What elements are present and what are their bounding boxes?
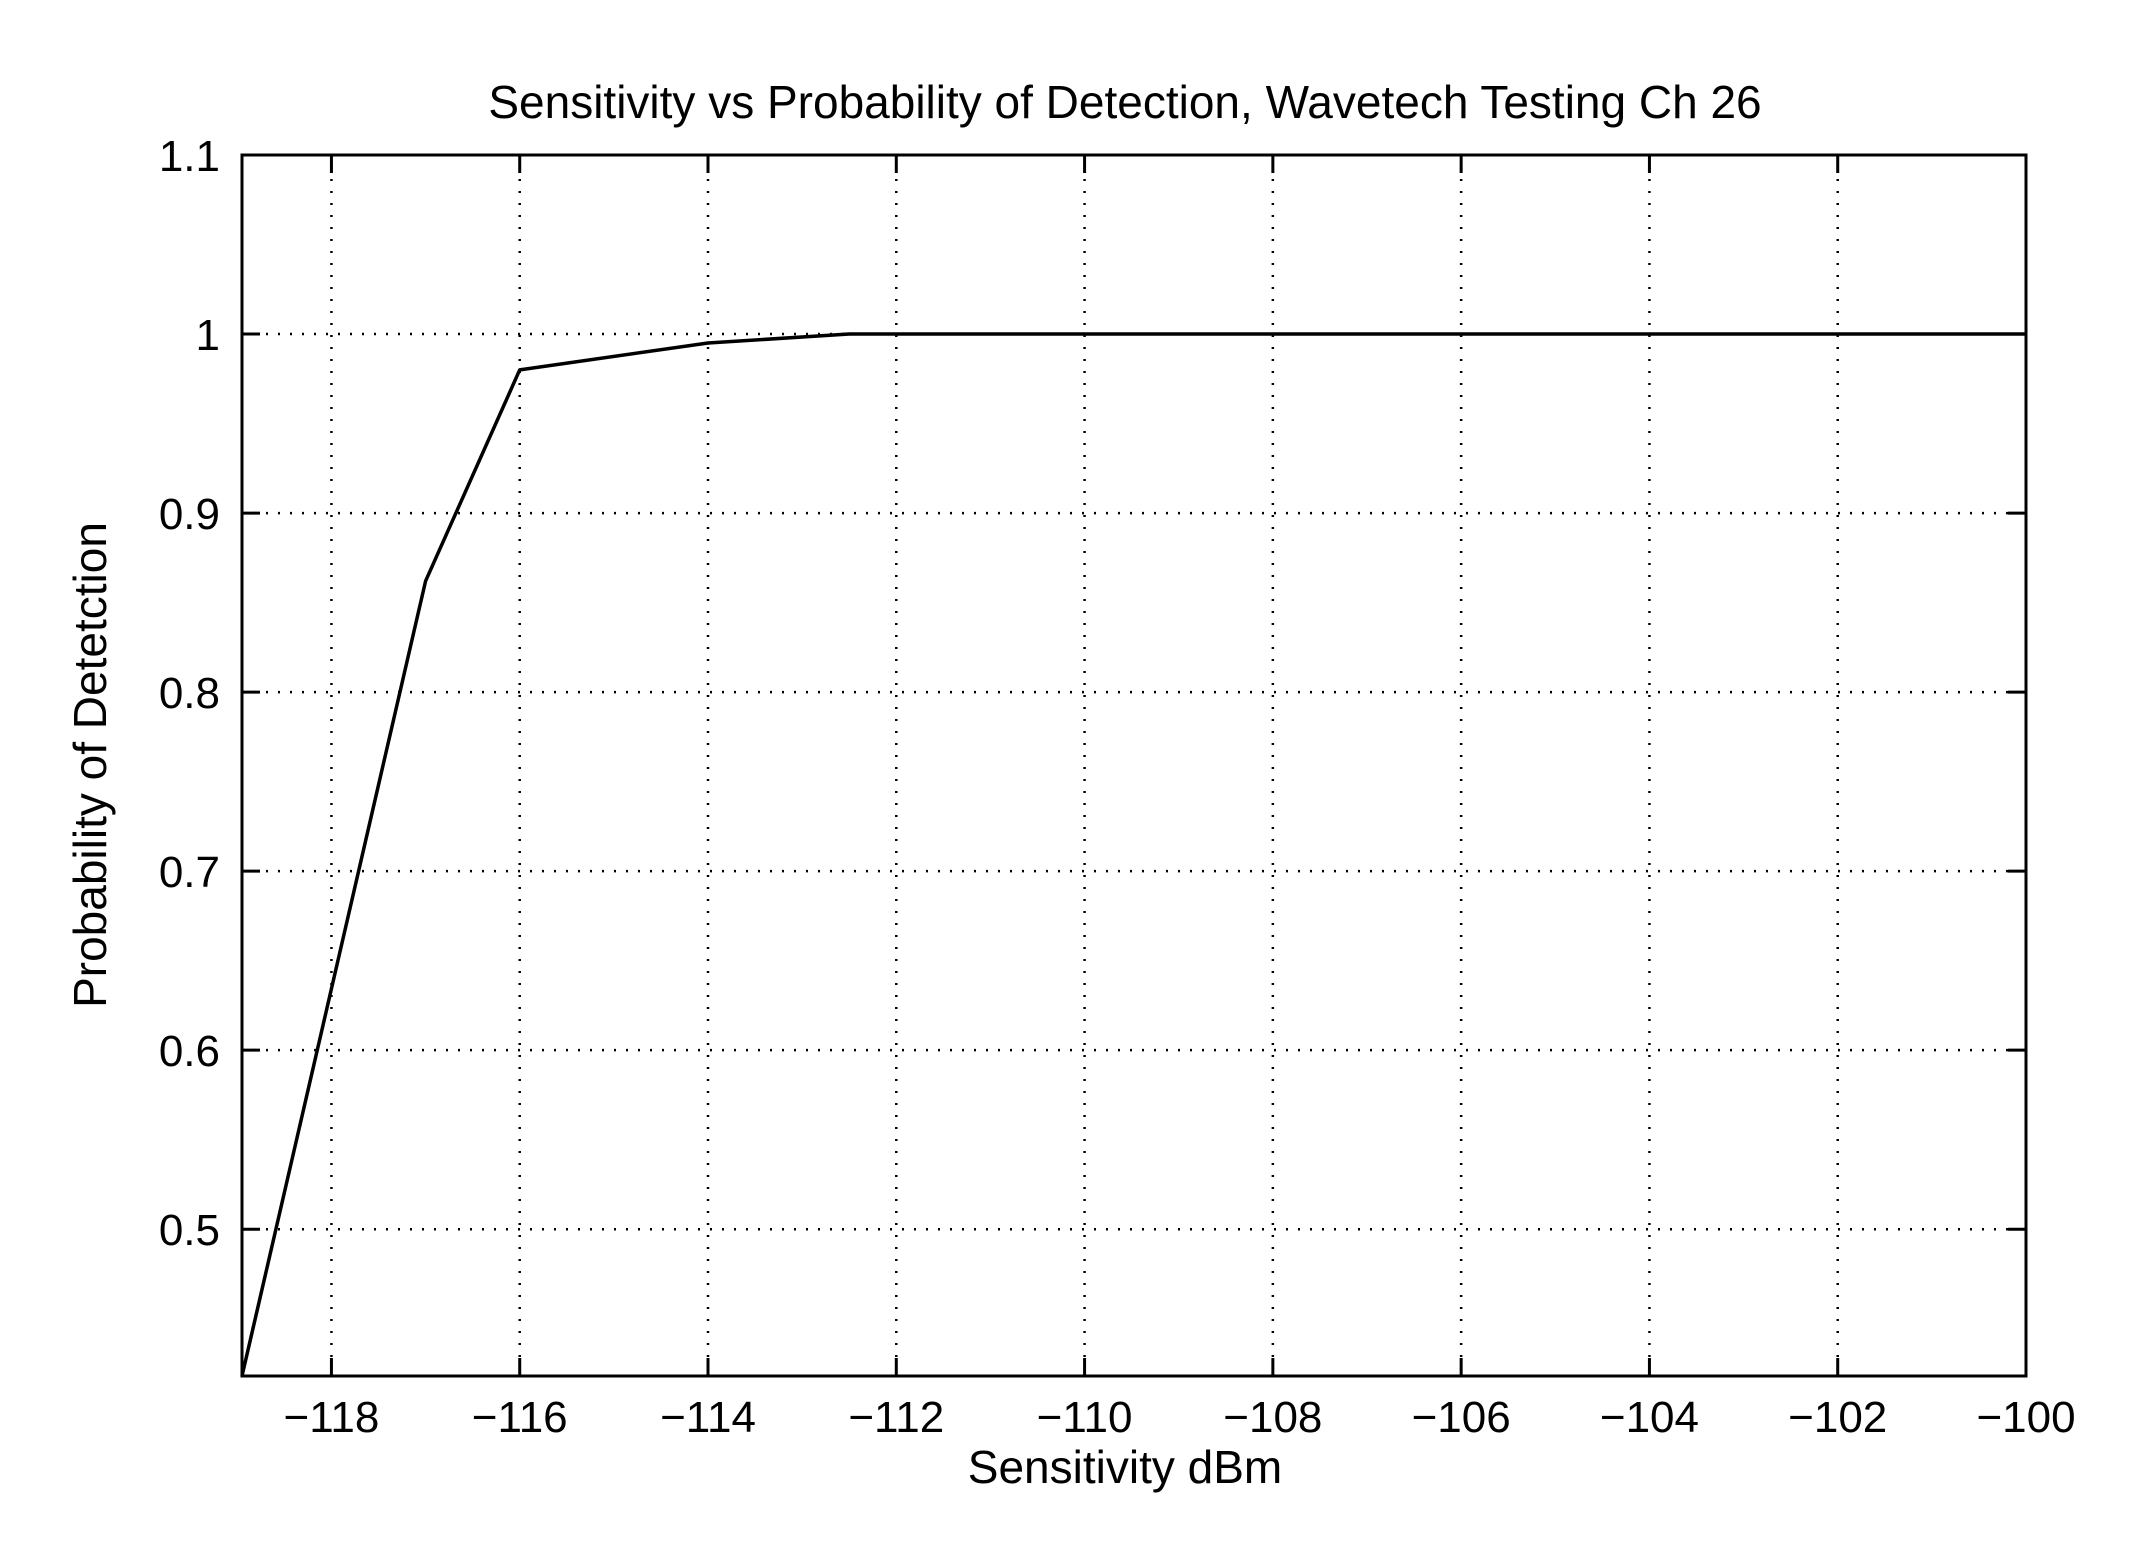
x-tick-label: −110 bbox=[1037, 1393, 1133, 1442]
y-tick-label: 0.8 bbox=[159, 669, 220, 718]
y-tick-label: 1 bbox=[196, 311, 220, 360]
grid-lines bbox=[242, 155, 2026, 1376]
x-axis-label: Sensitivity dBm bbox=[968, 1441, 1282, 1493]
chart-title: Sensitivity vs Probability of Detection,… bbox=[488, 76, 1761, 128]
y-tick-label: 0.6 bbox=[159, 1027, 220, 1076]
x-tick-label: −118 bbox=[284, 1393, 380, 1442]
x-tick-label: −100 bbox=[1976, 1393, 2075, 1442]
y-tick-label: 0.7 bbox=[159, 848, 220, 897]
x-tick-label: −116 bbox=[472, 1393, 568, 1442]
x-tick-label: −106 bbox=[1412, 1393, 1511, 1442]
series-line bbox=[242, 334, 2026, 1376]
axis-ticks bbox=[242, 155, 2026, 1376]
x-tick-label: −112 bbox=[848, 1393, 944, 1442]
y-axis-label: Probability of Detetction bbox=[64, 522, 116, 1008]
plot-area-frame bbox=[242, 155, 2026, 1376]
x-tick-label: −102 bbox=[1788, 1393, 1887, 1442]
x-tick-label: −104 bbox=[1600, 1393, 1699, 1442]
series-group bbox=[242, 334, 2026, 1376]
y-tick-label: 1.1 bbox=[159, 132, 220, 181]
y-tick-label: 0.9 bbox=[159, 490, 220, 539]
y-tick-label: 0.5 bbox=[159, 1206, 220, 1255]
x-tick-label: −114 bbox=[660, 1393, 756, 1442]
tick-labels: −118 −116 −114 −112 −110 −108 −106 −104 −102 −100… bbox=[159, 132, 2076, 1442]
x-tick-label: −108 bbox=[1223, 1393, 1322, 1442]
